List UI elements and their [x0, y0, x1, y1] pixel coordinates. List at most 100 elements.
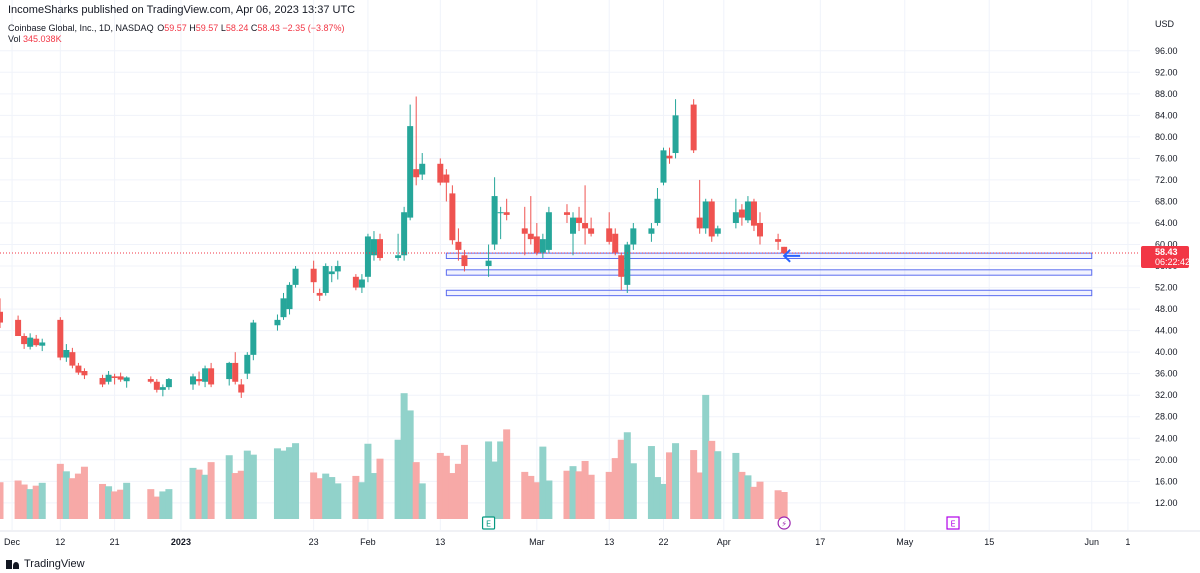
volume-bar: [647, 446, 655, 519]
candle-body: [69, 352, 76, 366]
candle-body: [744, 201, 751, 221]
candle-body: [437, 163, 444, 183]
volume-bar: [605, 471, 613, 519]
candle-body: [485, 260, 492, 267]
x-tick-label: 13: [435, 537, 445, 547]
volume-bar: [629, 463, 637, 519]
candle-body: [334, 266, 341, 272]
y-tick-label: 28.00: [1155, 412, 1178, 422]
candle-body: [533, 236, 540, 253]
candle-body: [395, 255, 402, 258]
volume-bar: [394, 439, 402, 519]
event-marker-glyph: ⚡: [781, 520, 787, 529]
volume-bar: [756, 481, 764, 519]
volume-bar: [744, 475, 752, 519]
y-tick-label: 80.00: [1155, 132, 1178, 142]
candle-body: [443, 174, 450, 183]
candle-body: [576, 217, 583, 223]
y-tick-label: 32.00: [1155, 390, 1178, 400]
y-tick-label: 36.00: [1155, 369, 1178, 379]
candle-body: [232, 362, 239, 382]
support-zones[interactable]: [445, 252, 1093, 297]
candle-body: [648, 228, 655, 234]
volume-bar: [316, 478, 324, 519]
volume-bar: [708, 440, 716, 519]
volume-value: 345.038K: [23, 34, 62, 44]
candle-body: [250, 322, 257, 355]
earnings-event-icon[interactable]: E: [946, 516, 960, 530]
volume-bar: [750, 486, 758, 519]
tradingview-footer[interactable]: TradingView: [6, 558, 85, 570]
event-markers[interactable]: E ⚡ E: [481, 516, 960, 530]
x-tick-label: 13: [604, 537, 614, 547]
earnings-event-icon[interactable]: E: [481, 516, 496, 530]
volume-bar: [696, 472, 704, 519]
candle-body: [750, 201, 757, 226]
candle-body: [781, 246, 788, 253]
candle-body: [310, 268, 317, 283]
candle-body: [407, 126, 414, 218]
candle-body: [582, 222, 589, 229]
candle-body: [563, 212, 570, 215]
candle-body: [75, 365, 82, 373]
candle-body: [570, 217, 577, 234]
volume-bar: [442, 455, 450, 519]
volume-bar: [659, 483, 667, 519]
volume-bar: [334, 483, 342, 519]
candle-body: [358, 279, 365, 288]
high-value: 59.57: [195, 23, 219, 33]
volume-bar: [273, 448, 281, 519]
instrument-name[interactable]: Coinbase Global, Inc., 1D, NASDAQ: [8, 23, 154, 33]
candle-body: [419, 163, 426, 175]
volume-bar: [436, 452, 444, 519]
legend-ohlc: Coinbase Global, Inc., 1D, NASDAQ O59.57…: [8, 19, 344, 34]
candle-body: [147, 379, 154, 382]
x-tick-label: 21: [110, 537, 120, 547]
volume-bar: [539, 446, 547, 519]
volume-bar: [328, 477, 336, 519]
y-tick-label: 16.00: [1155, 476, 1178, 486]
candle-body: [449, 193, 456, 241]
annotations: [0, 249, 1140, 263]
time-axis[interactable]: Dec 12 21 2023 23 Feb 13 Mar 13 22 Apr 17 May 15 Jun 1: [0, 530, 1200, 547]
x-tick-label: 12: [55, 537, 65, 547]
candle-body: [0, 311, 3, 323]
y-tick-label: 20.00: [1155, 455, 1178, 465]
volume-bar: [207, 462, 215, 519]
candle-body: [401, 212, 408, 256]
volume-bar: [575, 471, 583, 519]
candle-body: [624, 244, 631, 285]
last-price-tag: [1141, 245, 1189, 268]
candle-body: [527, 233, 534, 240]
candle-body: [105, 374, 112, 382]
volume-bar: [653, 477, 661, 519]
event-marker-glyph: E: [950, 520, 955, 529]
y-tick-label: 84.00: [1155, 110, 1178, 120]
candle-body: [455, 241, 462, 250]
volume-bar: [672, 443, 680, 519]
low-value: 58.24: [225, 23, 249, 33]
candle-body: [274, 319, 281, 326]
candle-body: [775, 239, 782, 242]
last-price-value: 58.43: [1155, 247, 1178, 257]
dividend-event-icon[interactable]: ⚡: [777, 516, 791, 530]
candle-body: [57, 319, 64, 358]
y-tick-label: 68.00: [1155, 196, 1178, 206]
support-zone-rect: [445, 269, 1093, 276]
close-label: C: [250, 23, 258, 33]
x-tick-label: 2023: [171, 537, 191, 547]
volume-bar: [418, 483, 426, 519]
price-axis[interactable]: USD 12.00 16.00 20.00 24.00 28.00 32.00 36.00 40…: [1140, 0, 1200, 573]
change-value: −2.35 (−3.87%): [282, 23, 345, 33]
x-tick-label: Apr: [717, 537, 731, 547]
currency-label: USD: [1155, 19, 1175, 29]
candle-body: [757, 222, 763, 237]
candle-body: [117, 376, 124, 380]
x-tick-label: 1: [1125, 537, 1130, 547]
volume-bar: [159, 491, 167, 519]
candle-body: [714, 228, 721, 234]
volume-bar: [617, 439, 625, 519]
candle-body: [123, 377, 130, 382]
volume-bar: [105, 486, 113, 519]
